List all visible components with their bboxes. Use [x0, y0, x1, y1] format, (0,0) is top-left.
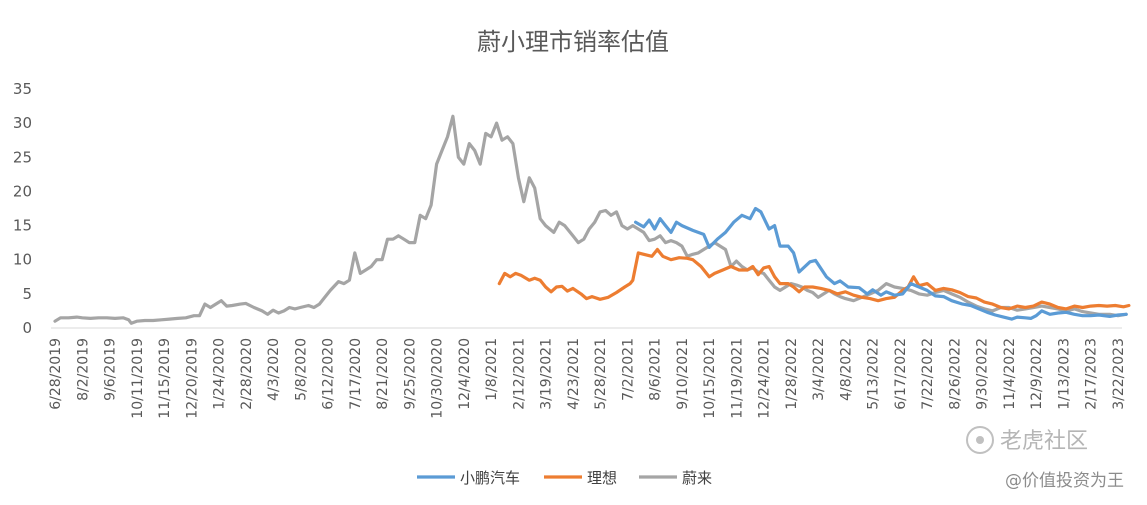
x-tick-label: 6/28/2019: [48, 338, 64, 410]
x-tick-label: 11/15/2019: [157, 338, 173, 419]
x-tick-label: 5/28/2021: [593, 338, 609, 410]
x-tick-label: 11/4/2022: [1002, 338, 1018, 410]
x-axis: 6/28/2019 8/2/2019 9/6/2019 10/11/2019 11/15…: [48, 338, 1127, 419]
x-tick-label: 8/26/2022: [947, 338, 963, 410]
plot-area: [53, 114, 1131, 325]
x-tick-label: 3/4/2022: [811, 338, 827, 401]
x-tick-label: 9/6/2019: [103, 338, 119, 401]
legend: 小鹏汽车 理想 蔚来: [417, 469, 712, 487]
series-line-2: [53, 114, 1128, 325]
x-tick-label: 6/12/2020: [321, 338, 337, 410]
y-axis: 0 5 10 15 20 25 30 35: [13, 80, 32, 337]
x-tick-label: 9/10/2021: [675, 338, 691, 410]
x-tick-label: 12/9/2022: [1029, 338, 1045, 410]
y-tick-label: 15: [13, 217, 32, 235]
x-tick-label: 7/22/2022: [920, 338, 936, 410]
legend-label-0: 小鹏汽车: [460, 469, 520, 487]
x-tick-label: 10/30/2020: [430, 338, 446, 419]
x-tick-label: 1/13/2023: [1056, 338, 1072, 410]
y-tick-label: 0: [22, 319, 32, 337]
x-tick-label: 12/20/2019: [184, 338, 200, 419]
legend-label-1: 理想: [587, 469, 617, 487]
watermark: 老虎社区 @价值投资为王: [966, 426, 1124, 491]
x-tick-label: 3/19/2021: [539, 338, 555, 410]
y-tick-label: 10: [13, 251, 32, 269]
x-tick-label: 4/3/2020: [266, 338, 282, 401]
x-tick-label: 7/2/2021: [620, 338, 636, 401]
x-tick-label: 9/30/2022: [975, 338, 991, 410]
x-tick-label: 12/24/2021: [757, 338, 773, 419]
x-tick-label: 7/17/2020: [348, 338, 364, 410]
series-line-0: [633, 206, 1128, 321]
x-tick-label: 2/12/2021: [511, 338, 527, 410]
x-tick-label: 1/8/2021: [484, 338, 500, 401]
x-tick-label: 8/2/2019: [75, 338, 91, 401]
x-tick-label: 11/19/2021: [729, 338, 745, 419]
x-tick-label: 1/28/2022: [784, 338, 800, 410]
y-tick-label: 30: [13, 114, 32, 132]
x-tick-label: 9/25/2020: [402, 338, 418, 410]
y-tick-label: 35: [13, 80, 32, 98]
x-tick-label: 10/15/2021: [702, 338, 718, 419]
x-tick-label: 1/24/2020: [212, 338, 228, 410]
x-tick-label: 6/17/2022: [893, 338, 909, 410]
y-tick-label: 20: [13, 182, 32, 200]
x-tick-label: 10/11/2019: [130, 338, 146, 419]
x-tick-label: 8/21/2020: [375, 338, 391, 410]
chart-title: 蔚小理市销率估值: [477, 28, 669, 56]
y-tick-label: 5: [22, 285, 32, 303]
x-tick-label: 5/8/2020: [293, 338, 309, 401]
legend-label-2: 蔚来: [682, 469, 712, 487]
x-tick-label: 4/23/2021: [566, 338, 582, 410]
x-tick-label: 4/8/2022: [838, 338, 854, 401]
watermark-author: @价值投资为王: [1005, 471, 1124, 491]
x-tick-label: 12/4/2020: [457, 338, 473, 410]
series-line-1: [497, 247, 1131, 311]
x-tick-label: 2/28/2020: [239, 338, 255, 410]
x-tick-label: 3/22/2023: [1111, 338, 1127, 410]
x-tick-label: 8/6/2021: [648, 338, 664, 401]
tiger-logo-icon: [966, 426, 994, 454]
watermark-logo-text: 老虎社区: [1000, 429, 1088, 454]
x-tick-label: 5/13/2022: [866, 338, 882, 410]
x-tick-label: 2/17/2023: [1084, 338, 1100, 410]
y-tick-label: 25: [13, 148, 32, 166]
